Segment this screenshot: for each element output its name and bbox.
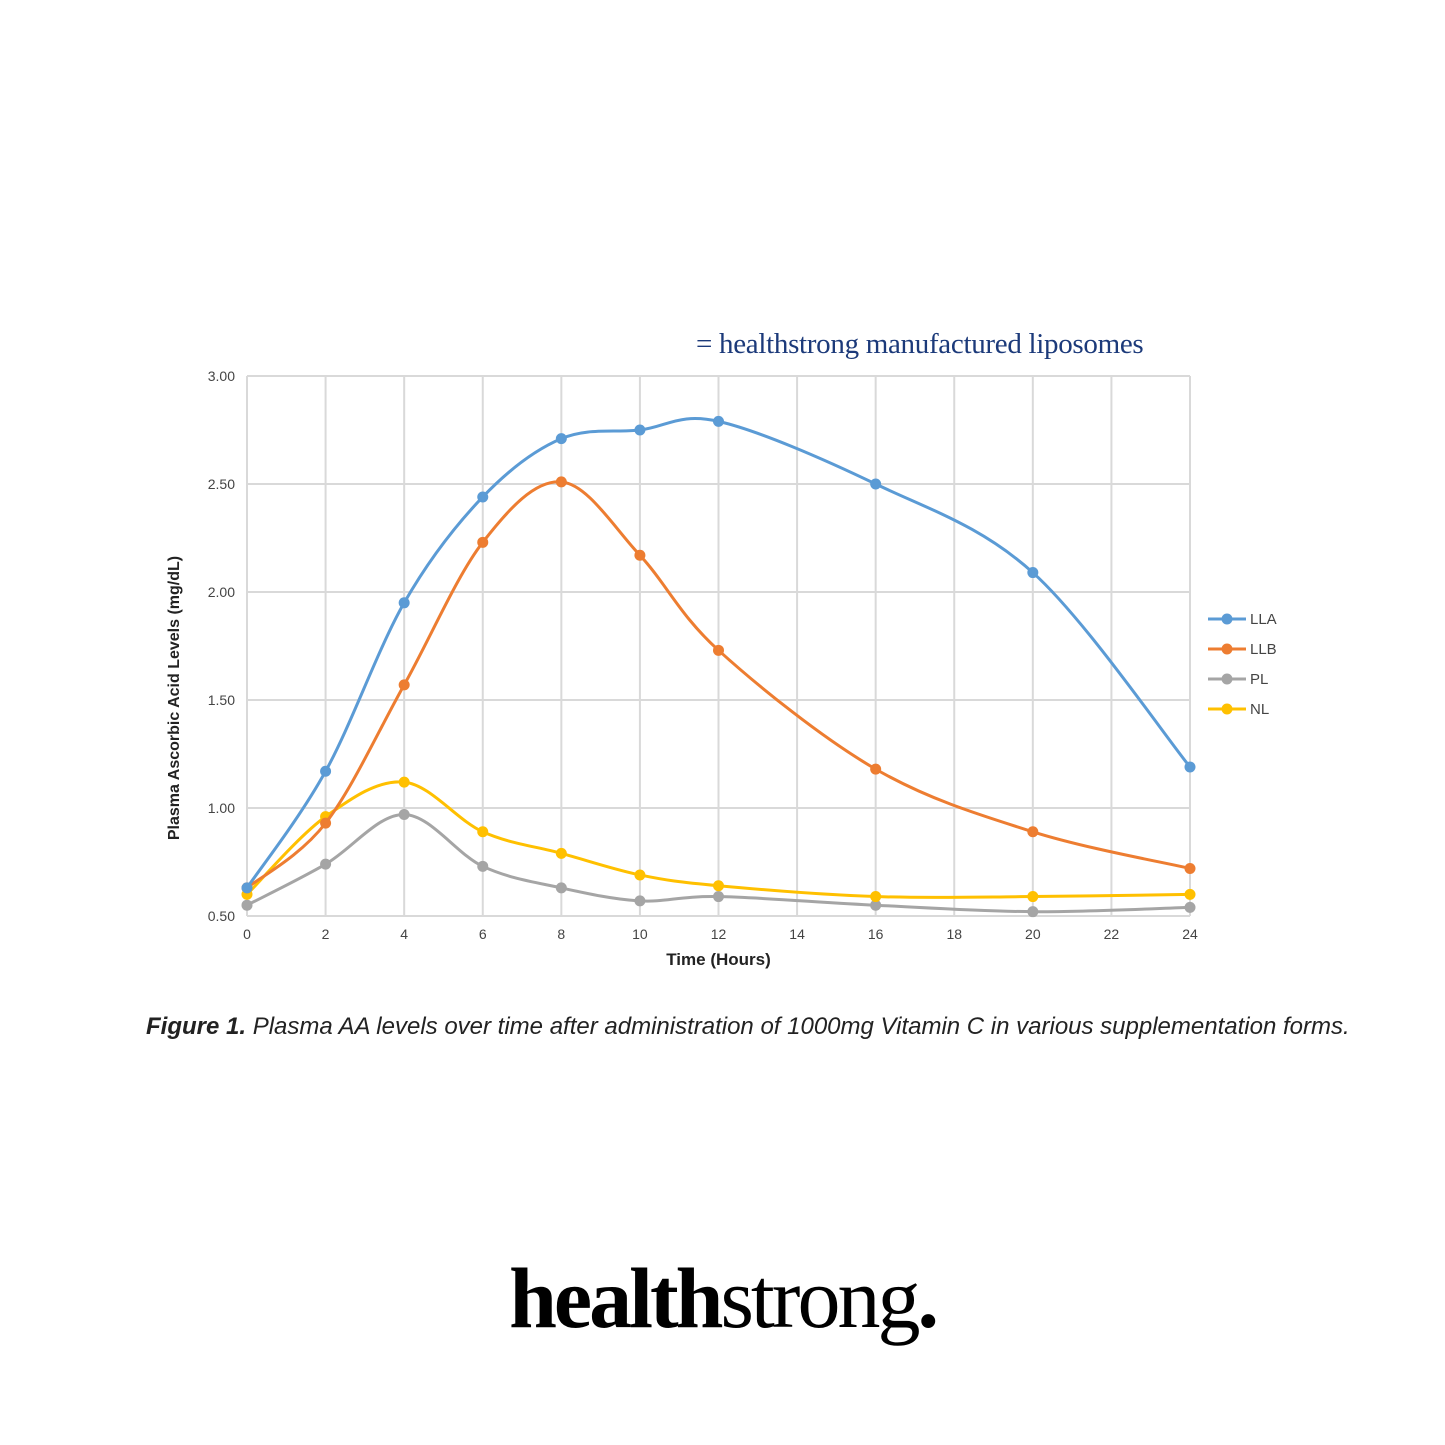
data-point-lla	[713, 415, 724, 427]
data-point-llb	[555, 476, 567, 488]
legend-label-lla: LLA	[1250, 611, 1277, 628]
healthstrong-logo: healthstrong.	[0, 1248, 1445, 1348]
x-tick-label: 24	[1182, 926, 1198, 942]
x-tick-label: 14	[789, 926, 805, 942]
data-point-nl	[477, 826, 489, 838]
data-point-nl	[870, 891, 882, 903]
logo-bold: health	[509, 1250, 723, 1346]
data-point-llb	[1027, 826, 1039, 838]
data-point-pl	[634, 895, 646, 907]
y-tick-label: 3.00	[208, 368, 235, 384]
data-point-lla	[870, 478, 882, 490]
data-point-llb	[634, 549, 646, 561]
data-point-nl	[1184, 888, 1196, 900]
data-point-pl	[320, 858, 332, 870]
data-point-lla	[634, 424, 646, 436]
series-line-llb	[246, 480, 1191, 890]
y-tick-label: 1.00	[208, 800, 235, 816]
data-point-llb	[1184, 862, 1196, 874]
legend-label-llb: LLB	[1250, 641, 1277, 658]
data-point-lla	[320, 765, 332, 777]
logo-light: strong	[720, 1250, 920, 1346]
series-line-nl	[245, 780, 1191, 899]
y-axis-label: Plasma Ascorbic Acid Levels (mg/dL)	[166, 556, 183, 840]
figure-caption: Figure 1. Plasma AA levels over time aft…	[146, 1010, 1416, 1043]
data-point-nl	[634, 869, 646, 881]
data-point-llb	[870, 763, 882, 775]
data-point-pl	[398, 808, 410, 820]
data-point-llb	[477, 536, 489, 548]
legend-marker-nl	[1221, 703, 1233, 715]
data-point-pl	[477, 860, 489, 872]
y-tick-label: 2.50	[208, 476, 235, 492]
data-point-nl	[713, 880, 724, 892]
x-tick-label: 18	[946, 926, 962, 942]
data-point-pl	[555, 882, 567, 894]
x-tick-label: 2	[322, 926, 330, 942]
legend-marker-lla	[1221, 613, 1233, 625]
data-point-pl	[713, 891, 724, 903]
data-point-nl	[398, 776, 410, 788]
legend-marker-llb	[1221, 643, 1233, 655]
legend-label-nl: NL	[1250, 701, 1269, 718]
x-axis-label: Time (Hours)	[666, 950, 771, 969]
logo-dot: .	[917, 1250, 938, 1346]
x-tick-label: 4	[400, 926, 408, 942]
y-tick-label: 1.50	[208, 692, 235, 708]
y-tick-label: 2.00	[208, 584, 235, 600]
data-point-nl	[555, 847, 567, 859]
data-point-llb	[398, 679, 410, 691]
data-point-lla	[1184, 761, 1196, 773]
data-point-pl	[241, 899, 253, 911]
x-tick-label: 12	[711, 926, 727, 942]
data-point-pl	[1027, 906, 1039, 918]
data-point-lla	[241, 882, 253, 894]
x-tick-label: 6	[479, 926, 487, 942]
data-point-lla	[555, 433, 567, 445]
data-point-pl	[870, 899, 882, 911]
series-line-pl	[246, 812, 1191, 914]
data-point-llb	[713, 644, 724, 656]
x-tick-label: 20	[1025, 926, 1041, 942]
data-point-lla	[1027, 567, 1039, 579]
x-tick-label: 10	[632, 926, 648, 942]
data-point-nl	[1027, 891, 1039, 903]
x-tick-label: 0	[243, 926, 251, 942]
x-tick-label: 8	[557, 926, 565, 942]
caption-text: Plasma AA levels over time after adminis…	[246, 1013, 1350, 1040]
x-tick-label: 22	[1104, 926, 1120, 942]
data-point-pl	[1184, 901, 1196, 913]
caption-label: Figure 1.	[146, 1013, 247, 1040]
legend-marker-pl	[1221, 673, 1233, 685]
y-tick-label: 0.50	[208, 908, 235, 924]
data-point-llb	[320, 817, 332, 829]
data-point-lla	[398, 597, 410, 609]
healthstrong-liposomes-annotation: = healthstrong manufactured liposomes	[696, 328, 1144, 360]
series-line-lla	[245, 417, 1192, 889]
legend-label-pl: PL	[1250, 671, 1268, 688]
data-point-lla	[477, 491, 489, 503]
x-tick-label: 16	[868, 926, 884, 942]
